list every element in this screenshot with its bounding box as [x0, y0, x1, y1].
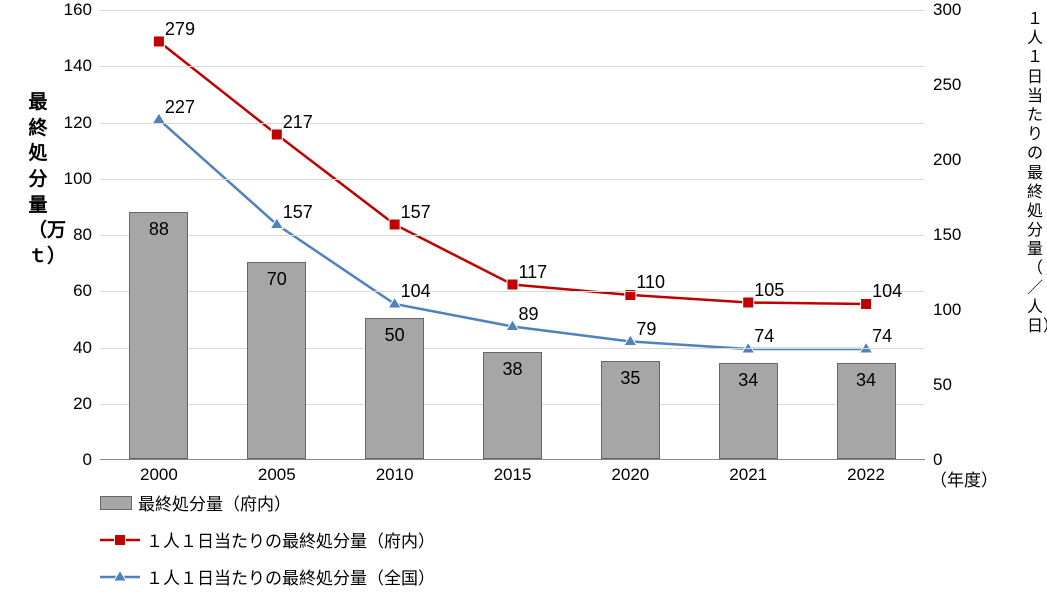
gridline	[100, 291, 925, 292]
gridline	[100, 235, 925, 236]
y2-tick: 300	[925, 0, 961, 20]
series-value-label: 74	[872, 326, 892, 347]
legend-swatch	[100, 568, 140, 586]
series-value-label: 227	[165, 97, 195, 118]
bar: 50	[365, 318, 424, 459]
series-marker	[389, 219, 400, 230]
bar: 38	[483, 352, 542, 459]
bar-value-label: 88	[130, 219, 187, 240]
bar: 70	[247, 262, 306, 459]
series-value-label: 217	[283, 112, 313, 133]
series-value-label: 74	[754, 326, 774, 347]
x-tick-label: 2010	[376, 459, 414, 485]
legend-row: 最終処分量（府内） １人１日当たりの最終処分量（府内） １人１日当たりの最終処分…	[100, 490, 950, 601]
series-value-label: 105	[754, 280, 784, 301]
y1-tick: 120	[64, 113, 100, 133]
bar: 88	[129, 212, 188, 460]
gridline	[100, 10, 925, 11]
y2-axis-label: １人１日当たりの最終処分量（ｇ／人・日）	[1027, 10, 1043, 336]
y2-tick: 250	[925, 75, 961, 95]
series-marker	[271, 129, 282, 140]
x-axis-unit: （年度）	[930, 466, 998, 491]
legend-label: １人１日当たりの最終処分量（全国）	[146, 564, 435, 589]
bar: 35	[601, 361, 660, 459]
x-tick-label: 2005	[258, 459, 296, 485]
y1-axis-label: 最終処分量（万ｔ）	[28, 90, 48, 269]
series-value-label: 279	[165, 19, 195, 40]
y1-tick: 40	[73, 338, 100, 358]
bar-value-label: 50	[366, 325, 423, 346]
gridline	[100, 348, 925, 349]
bar-value-label: 35	[602, 368, 659, 389]
y1-tick: 100	[64, 169, 100, 189]
legend-item: １人１日当たりの最終処分量（全国）	[100, 564, 520, 589]
legend-item: １人１日当たりの最終処分量（府内）	[100, 527, 520, 552]
y1-tick: 140	[64, 56, 100, 76]
y2-tick: 150	[925, 225, 961, 245]
x-tick-label: 2021	[729, 459, 767, 485]
series-marker	[507, 279, 518, 290]
y1-tick: 80	[73, 225, 100, 245]
y2-tick: 200	[925, 150, 961, 170]
series-value-label: 117	[519, 262, 548, 283]
y1-tick: 20	[73, 394, 100, 414]
legend-label: 最終処分量（府内）	[138, 490, 291, 515]
series-value-label: 157	[401, 202, 431, 223]
legend-swatch	[100, 496, 132, 510]
y1-tick: 60	[73, 281, 100, 301]
plot-area: 0204060801001201401600501001502002503002…	[100, 10, 925, 460]
y1-tick: 160	[64, 0, 100, 20]
x-tick-label: 2015	[494, 459, 532, 485]
gridline	[100, 179, 925, 180]
gridline	[100, 66, 925, 67]
x-tick-label: 2020	[611, 459, 649, 485]
legend: 最終処分量（府内） １人１日当たりの最終処分量（府内） １人１日当たりの最終処分…	[100, 490, 950, 601]
chart-container: 最終処分量（万ｔ） １人１日当たりの最終処分量（ｇ／人・日） 020406080…	[0, 0, 1047, 570]
gridline	[100, 123, 925, 124]
x-tick-label: 2022	[847, 459, 885, 485]
series-marker	[861, 299, 872, 310]
bar: 34	[837, 363, 896, 459]
y1-tick: 0	[83, 450, 100, 470]
series-value-label: 89	[519, 304, 539, 325]
series-value-label: 104	[872, 281, 902, 302]
bar-value-label: 34	[720, 370, 777, 391]
bar-value-label: 70	[248, 269, 305, 290]
series-marker	[743, 297, 754, 308]
series-marker	[388, 297, 401, 308]
bar-value-label: 34	[838, 370, 895, 391]
bar: 34	[719, 363, 778, 459]
series-marker	[153, 36, 164, 47]
series-value-label: 110	[636, 272, 665, 293]
y2-tick: 50	[925, 375, 952, 395]
y2-tick: 100	[925, 300, 961, 320]
x-tick-label: 2000	[140, 459, 178, 485]
series-value-label: 157	[283, 202, 313, 223]
legend-swatch	[100, 531, 140, 549]
legend-item: 最終処分量（府内）	[100, 490, 480, 515]
series-value-label: 104	[401, 281, 431, 302]
series-value-label: 79	[636, 319, 656, 340]
bar-value-label: 38	[484, 359, 541, 380]
legend-label: １人１日当たりの最終処分量（府内）	[146, 527, 435, 552]
